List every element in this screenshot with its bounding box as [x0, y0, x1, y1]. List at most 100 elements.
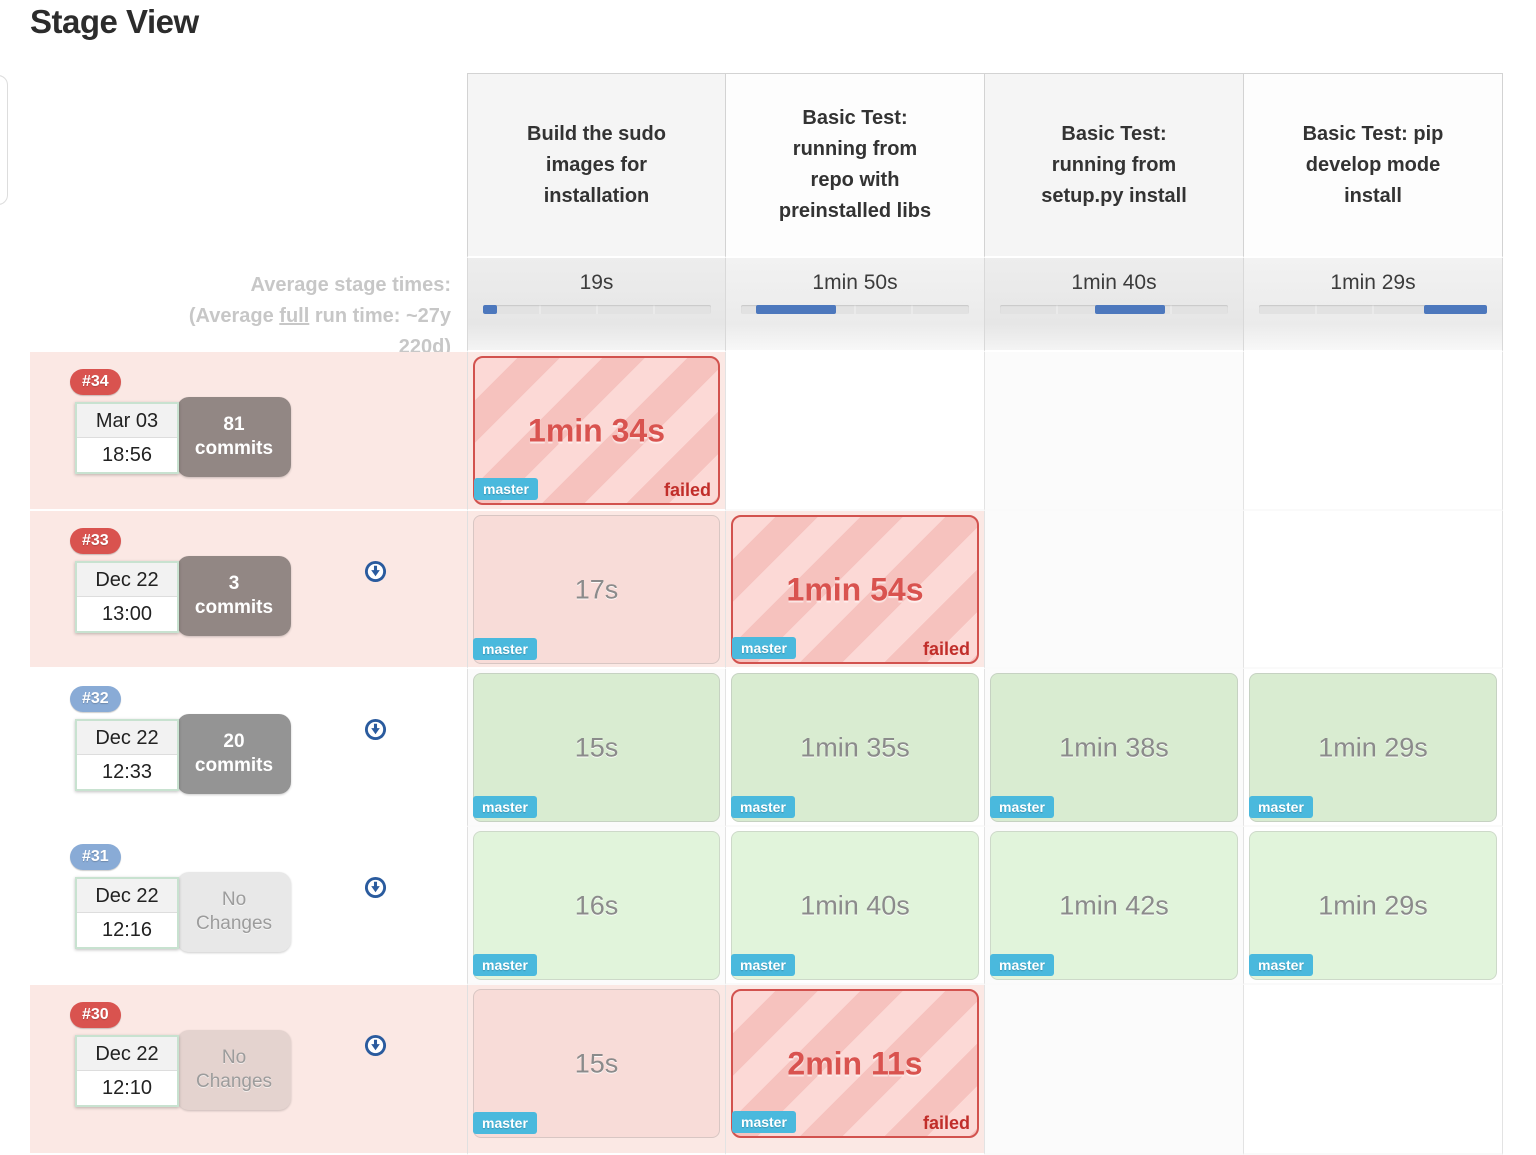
stage-cell: 1min 54s master failed	[726, 511, 985, 669]
stage-header-line: Basic Test:	[802, 107, 908, 129]
stage-cell-empty	[1244, 352, 1503, 511]
stage-time-progressbar-fill	[1424, 305, 1487, 314]
stage-header-line: Basic Test: pip	[1302, 122, 1444, 145]
branch-badge: master	[732, 637, 796, 659]
stage-cell: 16s master	[467, 827, 726, 985]
branch-badge: master	[1249, 796, 1313, 818]
build-time: 12:10	[77, 1071, 177, 1105]
stage-cell-empty	[1244, 511, 1503, 669]
build-datetime-box: Mar 03 18:56	[75, 402, 179, 474]
build-date: Mar 03	[77, 404, 177, 438]
stage-duration: 1min 34s	[528, 412, 665, 448]
download-changes-icon[interactable]	[364, 1034, 387, 1057]
stage-header-line: running from	[792, 138, 918, 160]
build-row-label-34: #34 Mar 03 18:56 81 commits	[30, 352, 467, 511]
average-stage-times-label: Average stage times: (Average full run t…	[30, 258, 467, 358]
stage-cell-empty	[1244, 985, 1503, 1155]
commits-count: 20	[223, 731, 245, 752]
build-row-label-33: #33 Dec 22 13:00 3 commits	[30, 511, 467, 669]
stage-header-line: installation	[543, 184, 650, 207]
stage-duration: 2min 11s	[787, 1045, 923, 1081]
average-time-value: 1min 40s	[1071, 271, 1157, 294]
stage-duration: 15s	[574, 732, 619, 762]
avg-label-line1: Average stage times:	[250, 274, 451, 296]
build-datetime-box: Dec 22 12:10	[75, 1035, 179, 1107]
stage-run[interactable]: 1min 35s master	[731, 673, 979, 822]
stage-duration: 1min 29s	[1318, 732, 1428, 762]
average-time-cell: 19s	[467, 258, 726, 352]
commits-badge: 81 commits	[177, 397, 291, 477]
average-time-value: 1min 29s	[1330, 271, 1416, 294]
stage-cell-empty	[985, 985, 1244, 1155]
stage-cell: 17s master	[467, 511, 726, 669]
download-changes-icon[interactable]	[364, 718, 387, 741]
avg-label-line2-post: run time: ~27y	[309, 305, 451, 327]
stage-header-line: running from	[1051, 153, 1177, 176]
build-time: 12:33	[77, 755, 177, 789]
branch-badge: master	[990, 796, 1054, 818]
no-changes-line: Changes	[195, 1071, 273, 1092]
build-row-label-30: #30 Dec 22 12:10 No Changes	[30, 985, 467, 1155]
stage-run[interactable]: 17s master	[473, 515, 720, 664]
stage-run-failed[interactable]: 1min 34s master failed	[473, 356, 720, 505]
build-row-label-32: #32 Dec 22 12:33 20 commits	[30, 669, 467, 827]
stage-run[interactable]: 1min 40s master	[731, 831, 979, 980]
build-number-badge[interactable]: #32	[70, 686, 121, 712]
stage-run[interactable]: 1min 29s master	[1249, 831, 1497, 980]
stage-duration: 15s	[574, 1048, 619, 1078]
branch-badge: master	[990, 954, 1054, 976]
stage-header: Basic Test: running from setup.py instal…	[985, 73, 1244, 258]
build-date: Dec 22	[77, 1037, 177, 1071]
stage-cell-empty	[726, 352, 985, 511]
branch-badge: master	[473, 796, 537, 818]
commits-word: commits	[194, 438, 274, 459]
stage-run[interactable]: 16s master	[473, 831, 720, 980]
stage-duration: 1min 54s	[786, 571, 924, 607]
stage-run-failed[interactable]: 1min 54s master failed	[731, 515, 979, 664]
stage-time-progressbar	[1259, 305, 1487, 314]
stage-cell: 15s master	[467, 669, 726, 827]
side-panel-fragment	[0, 75, 8, 205]
failed-label: failed	[922, 1113, 970, 1133]
no-changes-line: No	[221, 1047, 247, 1068]
stage-run[interactable]: 15s master	[473, 673, 720, 822]
stage-header-line: develop mode	[1305, 153, 1441, 176]
stage-time-progressbar	[482, 305, 711, 314]
branch-badge: master	[1249, 954, 1313, 976]
branch-badge: master	[731, 954, 795, 976]
build-number-badge[interactable]: #30	[70, 1002, 121, 1028]
stage-header-line: repo with	[810, 169, 900, 191]
build-number-badge[interactable]: #31	[70, 844, 121, 870]
stage-run[interactable]: 1min 42s master	[990, 831, 1238, 980]
branch-badge: master	[731, 796, 795, 818]
stage-header: Basic Test: pip develop mode install	[1244, 73, 1503, 258]
avg-label-full-link[interactable]: full	[279, 305, 310, 327]
average-time-value: 1min 50s	[812, 271, 898, 294]
stage-run[interactable]: 1min 38s master	[990, 673, 1238, 822]
build-date: Dec 22	[77, 721, 177, 755]
stage-time-progressbar-fill	[755, 305, 836, 314]
build-datetime-box: Dec 22 12:33	[75, 719, 179, 791]
stage-cell: 1min 42s master	[985, 827, 1244, 985]
no-changes-line: Changes	[195, 913, 273, 934]
build-number-badge[interactable]: #34	[70, 369, 121, 395]
build-datetime-box: Dec 22 12:16	[75, 877, 179, 949]
download-changes-icon[interactable]	[364, 560, 387, 583]
stage-run[interactable]: 15s master	[473, 989, 720, 1138]
stage-cell: 1min 29s master	[1244, 669, 1503, 827]
header-spacer	[30, 73, 467, 258]
stage-run[interactable]: 1min 29s master	[1249, 673, 1497, 822]
page-title: Stage View	[30, 3, 199, 40]
stage-cell-empty	[985, 511, 1244, 669]
stage-run-failed[interactable]: 2min 11s master failed	[731, 989, 979, 1138]
stage-duration: 1min 38s	[1059, 732, 1169, 762]
download-changes-icon[interactable]	[364, 876, 387, 899]
stage-cell: 15s master	[467, 985, 726, 1155]
build-number-badge[interactable]: #33	[70, 528, 121, 554]
stage-time-progressbar-fill	[482, 305, 498, 314]
stage-header: Build the sudo images for installation	[467, 73, 726, 258]
stage-header-line: Build the sudo	[527, 122, 666, 145]
branch-badge: master	[473, 1112, 537, 1134]
commits-word: commits	[194, 597, 274, 618]
build-date: Dec 22	[77, 563, 177, 597]
